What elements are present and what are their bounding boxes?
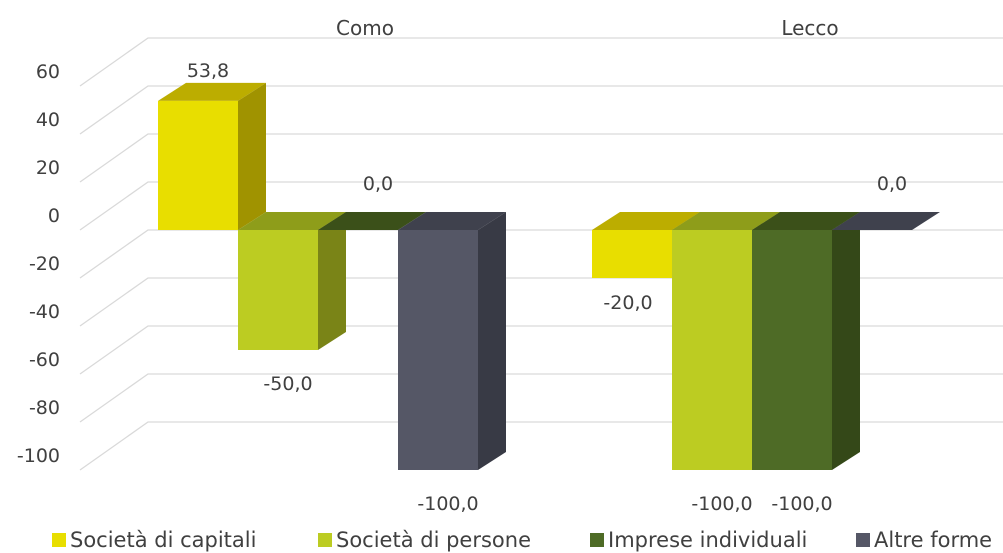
gridline [79,421,1003,471]
data-labels: 53,8 -50,0 0,0 -100,0 -20,0 -100,0 -100,0 0,0 [187,60,907,515]
bar-front-face [592,230,672,278]
bar-front-face [672,230,752,470]
gridline [79,277,1003,327]
bar-top-face [832,212,940,230]
bar [832,212,940,230]
legend-label: Società di persone [336,528,531,552]
bar-top-face [238,212,346,230]
y-tick-label: -60 [29,349,60,371]
bar-top-face [592,212,700,230]
bar [158,82,266,230]
y-axis-ticks: 60 40 20 0 -20 -40 -60 -80 -100 [17,61,60,467]
category-label: Lecco [781,16,838,40]
y-tick-label: -100 [17,445,60,467]
legend-item: Società di capitali [52,528,256,552]
bar [318,212,426,230]
data-label: -100,0 [691,493,752,515]
gridline [79,181,1003,231]
data-label: 0,0 [877,173,907,195]
bar-front-face [752,230,832,470]
y-tick-label: 40 [36,109,60,131]
bar-top-face [672,212,780,230]
category-labels: Como Lecco [336,16,839,40]
legend: Società di capitali Società di persone Imp… [52,528,992,552]
legend-swatch [318,533,332,547]
gridline [79,37,1003,87]
bar-top-face [398,212,506,230]
gridline [79,373,1003,423]
bar [398,212,506,470]
data-label: 0,0 [363,173,393,195]
y-tick-label: -40 [29,301,60,323]
y-tick-label: -20 [29,253,60,275]
legend-swatch [856,533,870,547]
legend-item: Imprese individuali [590,528,807,552]
bar [752,212,860,470]
legend-item: Società di persone [318,528,531,552]
data-label: -100,0 [771,493,832,515]
data-label: -100,0 [417,493,478,515]
data-label: -50,0 [263,373,312,395]
bars [158,82,940,470]
bar-side-face [238,82,266,230]
gridline [79,85,1003,135]
category-label: Como [336,16,394,40]
bar-top-face [318,212,426,230]
bar-front-face [398,230,478,470]
gridline [79,229,1003,279]
y-tick-label: 0 [48,205,60,227]
y-tick-label: -80 [29,397,60,419]
bar-side-face [478,212,506,470]
bar-front-face [158,100,238,230]
gridline [79,325,1003,375]
bar-top-face [158,82,266,101]
bar-front-face [238,230,318,350]
data-label: -20,0 [603,292,652,314]
legend-label: Società di capitali [70,528,256,552]
bar-top-face [752,212,860,230]
data-label: 53,8 [187,60,229,82]
legend-item: Altre forme [856,528,992,552]
legend-label: Altre forme [874,528,992,552]
y-tick-label: 20 [36,157,60,179]
legend-swatch [590,533,604,547]
bar-side-face [832,212,860,470]
legend-label: Imprese individuali [608,528,807,552]
y-tick-label: 60 [36,61,60,83]
gridlines [79,37,1003,471]
gridline [79,133,1003,183]
legend-swatch [52,533,66,547]
bar [238,212,346,350]
bar-side-face [318,212,346,350]
